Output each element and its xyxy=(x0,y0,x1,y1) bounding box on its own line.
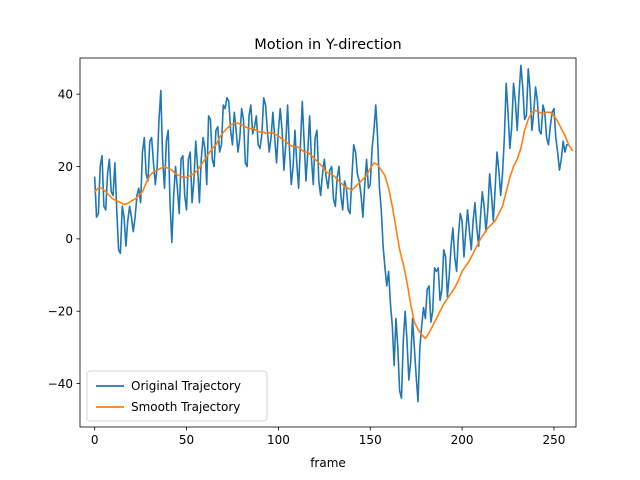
x-tick-label: 250 xyxy=(543,433,566,447)
y-tick-label: 40 xyxy=(58,87,73,101)
legend-box xyxy=(86,370,268,422)
legend-label-original: Original Trajectory xyxy=(131,379,241,393)
x-tick-label: 100 xyxy=(267,433,290,447)
chart-title: Motion in Y-direction xyxy=(254,37,402,53)
y-axis: −40 −20 0 20 40 xyxy=(48,87,80,391)
x-tick-label: 0 xyxy=(91,433,99,447)
plot-frame xyxy=(79,57,577,428)
y-tick-label: −20 xyxy=(48,305,73,319)
legend: Original Trajectory Smooth Trajectory xyxy=(86,370,268,422)
x-tick-label: 150 xyxy=(359,433,382,447)
series-original-line xyxy=(93,64,570,403)
y-tick-label: 20 xyxy=(58,160,73,174)
y-tick-label: −40 xyxy=(48,377,73,391)
x-axis: 0 50 100 150 200 250 xyxy=(91,427,566,447)
y-tick-label: 0 xyxy=(65,232,73,246)
series-layer xyxy=(93,64,574,403)
x-tick-label: 50 xyxy=(179,433,194,447)
legend-label-smooth: Smooth Trajectory xyxy=(131,400,240,414)
series-smooth-line xyxy=(93,109,574,340)
x-tick-label: 200 xyxy=(451,433,474,447)
x-axis-label: frame xyxy=(310,456,346,470)
